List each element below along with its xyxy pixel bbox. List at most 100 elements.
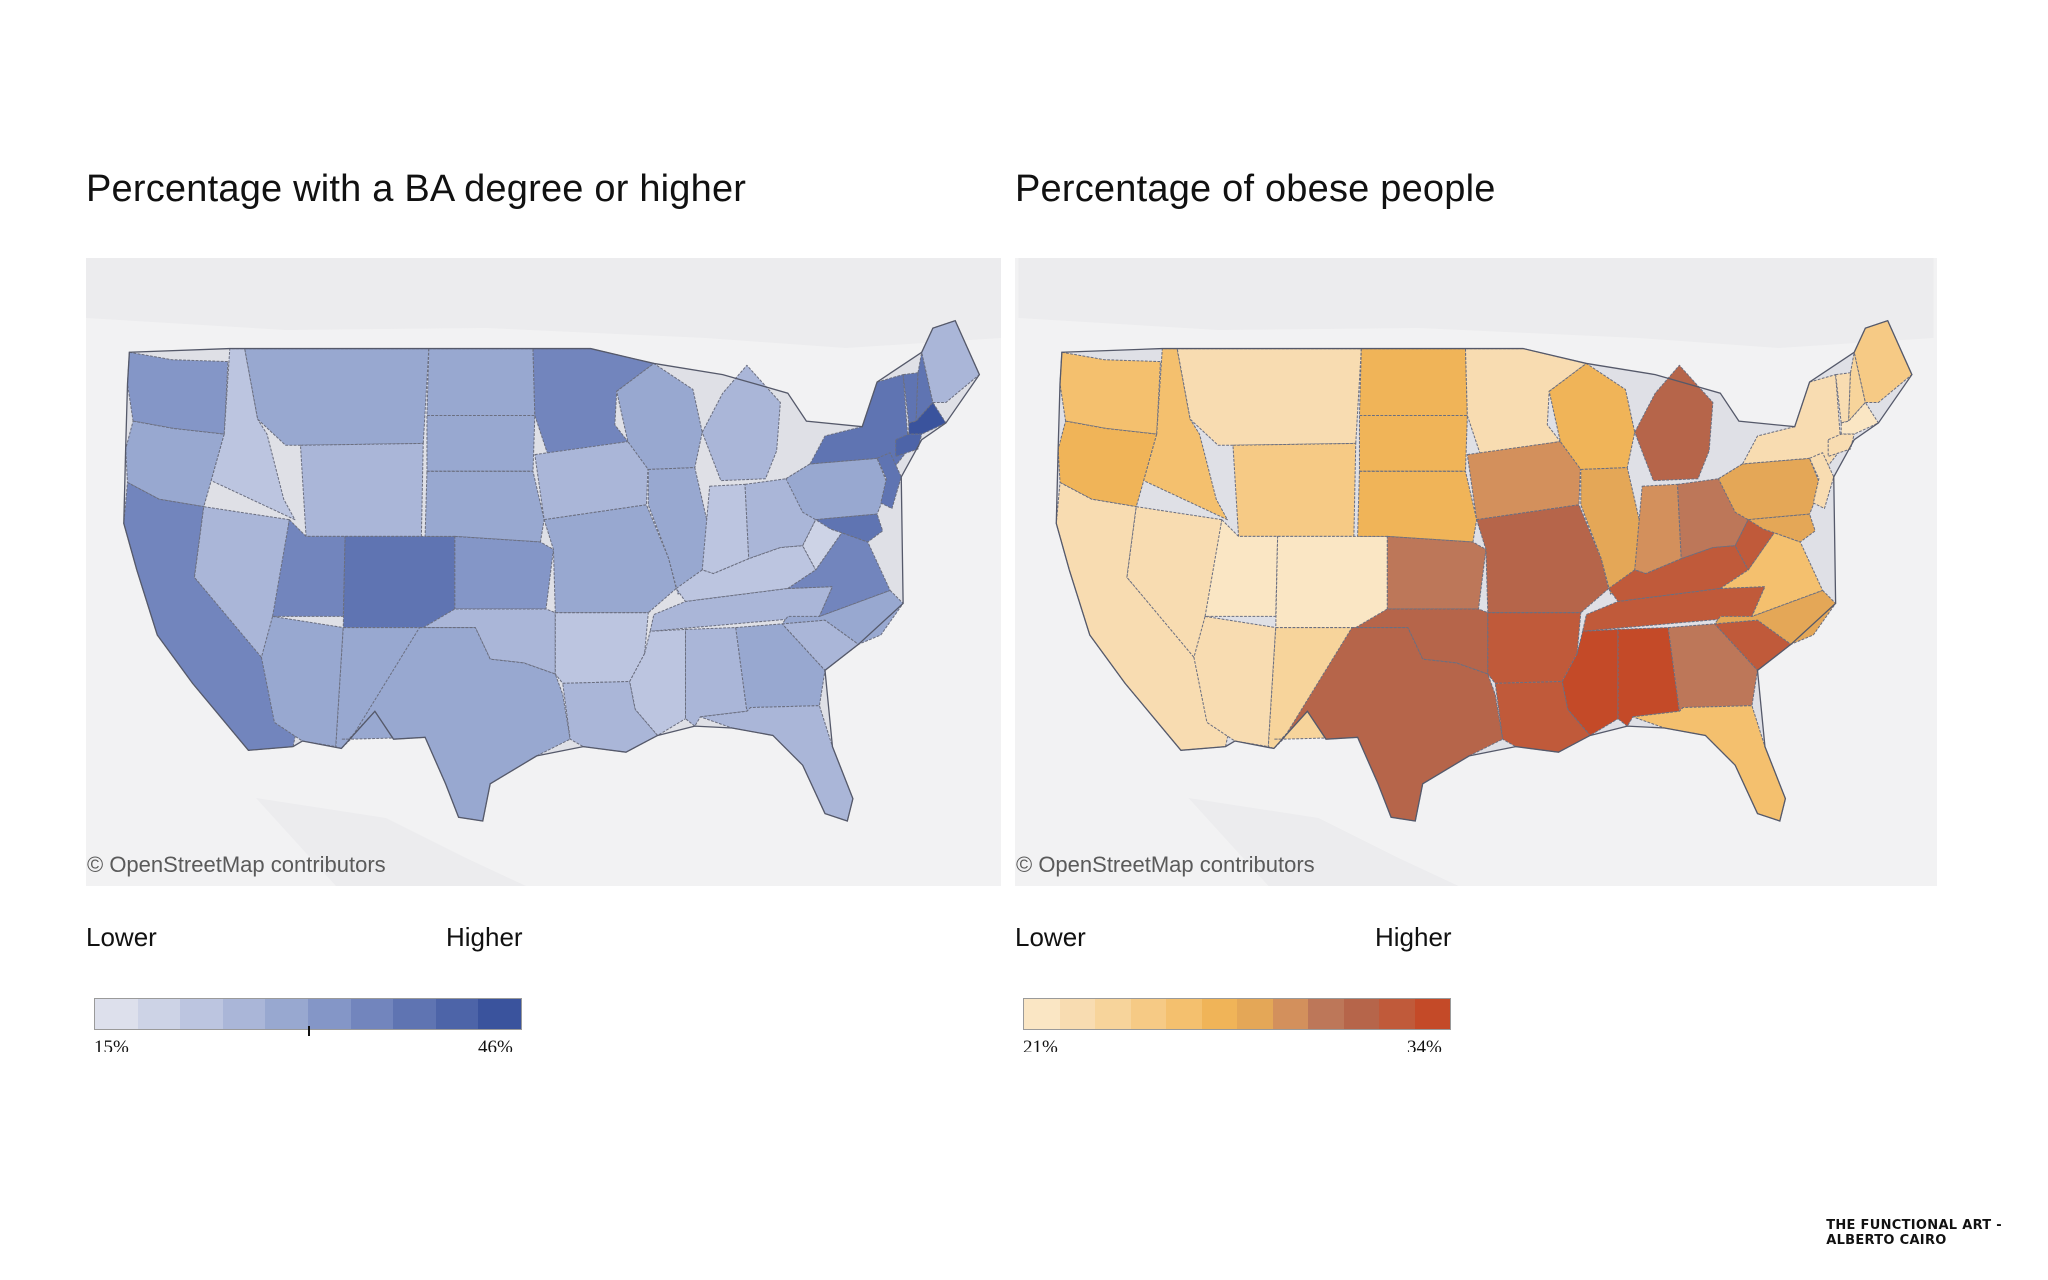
states-layer bbox=[123, 319, 981, 822]
legend-min-value: 15% bbox=[94, 1037, 129, 1052]
state-id[interactable] bbox=[1143, 348, 1228, 521]
legend-step bbox=[1059, 999, 1095, 1029]
legend-step bbox=[350, 999, 394, 1029]
legend-step bbox=[435, 999, 479, 1029]
state-mt[interactable] bbox=[1176, 348, 1362, 446]
legend-max-value: 34% bbox=[1407, 1037, 1442, 1052]
state-sd[interactable] bbox=[426, 415, 536, 472]
state-id[interactable] bbox=[210, 348, 296, 521]
state-ny[interactable] bbox=[809, 374, 910, 467]
state-va[interactable] bbox=[787, 532, 891, 617]
legend-step bbox=[1166, 999, 1202, 1029]
us-states-map[interactable] bbox=[1015, 258, 1937, 886]
legend-step bbox=[1201, 999, 1237, 1029]
state-mo[interactable] bbox=[543, 504, 677, 614]
state-wa[interactable] bbox=[1059, 351, 1161, 435]
state-ks[interactable] bbox=[454, 535, 554, 610]
legend-min-value: 21% bbox=[1023, 1037, 1058, 1052]
legend-step bbox=[137, 999, 181, 1029]
legend-step bbox=[1343, 999, 1379, 1029]
state-wi[interactable] bbox=[616, 362, 703, 470]
legend-step bbox=[1272, 999, 1308, 1029]
state-mn[interactable] bbox=[1464, 348, 1587, 456]
footer-credit: THE FUNCTIONAL ART - ALBERTO CAIRO bbox=[1826, 1218, 2002, 1248]
state-nd[interactable] bbox=[426, 348, 536, 417]
state-nj[interactable] bbox=[876, 452, 902, 510]
state-wa[interactable] bbox=[126, 351, 229, 435]
state-ne[interactable] bbox=[1357, 470, 1478, 543]
state-ms[interactable] bbox=[629, 628, 687, 736]
state-ms[interactable] bbox=[1561, 628, 1619, 736]
state-wy[interactable] bbox=[299, 442, 424, 537]
legend-lower-label: Lower bbox=[1015, 922, 1086, 952]
obesity-map-panel: Percentage of obese people © OpenStreetM… bbox=[1015, 0, 1955, 1100]
legend-step bbox=[1024, 999, 1060, 1029]
legend-max-value: 46% bbox=[478, 1037, 513, 1052]
state-va[interactable] bbox=[1719, 532, 1824, 617]
state-sd[interactable] bbox=[1358, 415, 1468, 472]
map-title: Percentage of obese people bbox=[1015, 168, 1496, 210]
states-layer bbox=[1055, 319, 1913, 822]
state-tx[interactable] bbox=[1273, 627, 1504, 822]
state-mt[interactable] bbox=[244, 348, 430, 446]
state-ks[interactable] bbox=[1386, 535, 1487, 610]
state-mi[interactable] bbox=[1634, 364, 1714, 482]
legend-step bbox=[307, 999, 351, 1029]
legend-step bbox=[1095, 999, 1131, 1029]
basemap-mexico bbox=[1188, 798, 1459, 886]
state-ia[interactable] bbox=[534, 441, 649, 521]
us-states-map[interactable] bbox=[86, 258, 1001, 886]
state-ny[interactable] bbox=[1742, 374, 1842, 467]
state-co[interactable] bbox=[1275, 535, 1388, 629]
state-mn[interactable] bbox=[532, 348, 655, 456]
state-co[interactable] bbox=[342, 535, 456, 629]
legend-higher-label: Higher bbox=[1375, 922, 1452, 952]
legend-step bbox=[265, 999, 308, 1029]
legend-marker bbox=[308, 1026, 310, 1036]
legend-higher-label: Higher bbox=[446, 922, 523, 952]
state-ky[interactable] bbox=[675, 545, 817, 603]
state-mi[interactable] bbox=[701, 364, 781, 482]
state-ia[interactable] bbox=[1466, 441, 1582, 521]
legend-step bbox=[1130, 999, 1166, 1029]
state-mo[interactable] bbox=[1476, 504, 1610, 614]
map-canvas[interactable]: © OpenStreetMap contributors bbox=[86, 258, 1001, 886]
state-ct[interactable] bbox=[895, 433, 923, 457]
state-ut[interactable] bbox=[1204, 519, 1279, 617]
legend-step bbox=[95, 999, 138, 1029]
footer-credit-line1: THE FUNCTIONAL ART - bbox=[1826, 1218, 2002, 1233]
legend-step bbox=[180, 999, 223, 1029]
basemap-mexico bbox=[256, 798, 526, 886]
state-tx[interactable] bbox=[340, 627, 571, 822]
map-title: Percentage with a BA degree or higher bbox=[86, 168, 747, 210]
legend-step bbox=[222, 999, 266, 1029]
state-nd[interactable] bbox=[1358, 348, 1468, 417]
state-md[interactable] bbox=[1747, 513, 1816, 543]
state-ut[interactable] bbox=[272, 519, 346, 617]
state-in[interactable] bbox=[701, 483, 750, 575]
legend-step bbox=[478, 999, 521, 1029]
education-map-panel: Percentage with a BA degree or higher © … bbox=[86, 0, 1026, 1100]
basemap-canada bbox=[86, 258, 1001, 348]
state-md[interactable] bbox=[815, 513, 884, 543]
country-border bbox=[1055, 319, 1913, 822]
map-attribution: © OpenStreetMap contributors bbox=[1016, 852, 1315, 877]
state-wi[interactable] bbox=[1548, 362, 1636, 470]
state-in[interactable] bbox=[1634, 483, 1682, 575]
legend-step bbox=[1379, 999, 1415, 1029]
state-wy[interactable] bbox=[1232, 442, 1357, 537]
legend-color-scale[interactable] bbox=[94, 998, 522, 1030]
basemap-canada bbox=[1018, 258, 1934, 348]
map-canvas[interactable]: © OpenStreetMap contributors bbox=[1015, 258, 1937, 886]
legend-color-scale[interactable] bbox=[1023, 998, 1451, 1030]
footer-credit-line2: ALBERTO CAIRO bbox=[1826, 1233, 1947, 1248]
state-ct[interactable] bbox=[1827, 433, 1855, 457]
state-ne[interactable] bbox=[424, 470, 545, 543]
map-attribution: © OpenStreetMap contributors bbox=[87, 852, 386, 877]
state-nj[interactable] bbox=[1809, 452, 1835, 510]
legend-step bbox=[1237, 999, 1273, 1029]
legend-step bbox=[393, 999, 436, 1029]
country-border bbox=[123, 319, 981, 822]
legend-step bbox=[1414, 999, 1450, 1029]
state-ky[interactable] bbox=[1608, 545, 1749, 603]
